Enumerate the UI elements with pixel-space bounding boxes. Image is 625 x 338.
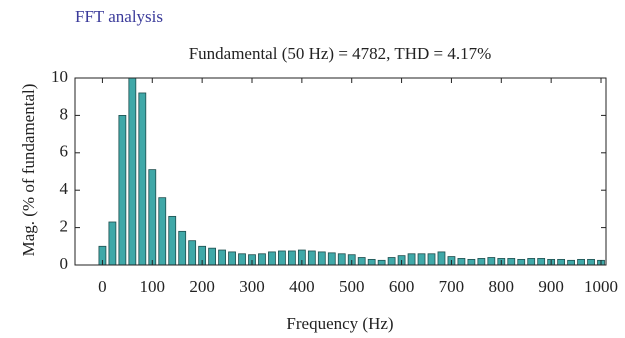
- bar: [168, 215, 177, 265]
- bar: [527, 258, 536, 265]
- bar: [138, 92, 147, 265]
- bar: [268, 251, 276, 265]
- bar: [98, 245, 107, 265]
- bar: [377, 259, 386, 265]
- x-tick-label: 700: [439, 277, 465, 296]
- y-tick-label: 6: [60, 142, 69, 161]
- bar: [118, 115, 127, 265]
- bar: [477, 258, 486, 265]
- bar: [567, 259, 575, 265]
- bar: [537, 258, 546, 265]
- bar: [198, 245, 207, 265]
- panel-label: FFT analysis: [75, 7, 163, 26]
- x-tick-label: 100: [140, 277, 166, 296]
- bar: [367, 258, 376, 265]
- x-tick-label: 500: [339, 277, 365, 296]
- bar: [128, 78, 137, 265]
- bar: [278, 250, 286, 265]
- bar: [317, 251, 326, 265]
- bar: [228, 251, 236, 265]
- bar: [327, 252, 336, 265]
- bar: [208, 247, 217, 265]
- bar: [238, 253, 246, 265]
- y-tick-label: 8: [60, 104, 69, 123]
- bar: [258, 253, 266, 265]
- bar: [108, 221, 117, 265]
- bar: [158, 197, 167, 265]
- bar: [457, 258, 466, 265]
- bar: [587, 258, 595, 265]
- y-tick-label: 4: [60, 179, 69, 198]
- y-tick-label: 0: [60, 254, 69, 273]
- x-tick-label: 200: [189, 277, 215, 296]
- y-tick-label: 2: [60, 217, 69, 236]
- bar: [357, 257, 366, 265]
- y-tick-label: 10: [51, 67, 68, 86]
- x-tick-label: 400: [289, 277, 315, 296]
- bar: [307, 250, 316, 265]
- bar: [417, 253, 426, 265]
- x-tick-label: 1000: [584, 277, 618, 296]
- x-tick-label: 900: [538, 277, 564, 296]
- bar: [337, 253, 346, 265]
- bar: [148, 169, 157, 265]
- plot-frame: [74, 77, 607, 266]
- chart-title: Fundamental (50 Hz) = 4782, THD = 4.17%: [189, 44, 492, 63]
- bar: [427, 253, 436, 265]
- bar: [487, 257, 496, 265]
- bar: [178, 230, 187, 265]
- x-tick-label: 600: [389, 277, 415, 296]
- bar: [467, 258, 476, 265]
- bar: [287, 250, 296, 265]
- bar: [577, 258, 585, 265]
- x-tick-label: 800: [489, 277, 515, 296]
- x-axis-label: Frequency (Hz): [286, 314, 393, 333]
- bar: [437, 251, 446, 265]
- bar: [507, 258, 516, 265]
- bar: [387, 257, 396, 265]
- bar: [188, 240, 197, 265]
- bar: [557, 258, 566, 265]
- x-tick-label: 0: [98, 277, 107, 296]
- bar: [218, 249, 226, 265]
- y-axis-label: Mag. (% of fundamental): [19, 84, 38, 257]
- bars: [98, 78, 605, 265]
- x-tick-label: 300: [239, 277, 265, 296]
- bar: [517, 258, 526, 265]
- bar: [407, 253, 416, 265]
